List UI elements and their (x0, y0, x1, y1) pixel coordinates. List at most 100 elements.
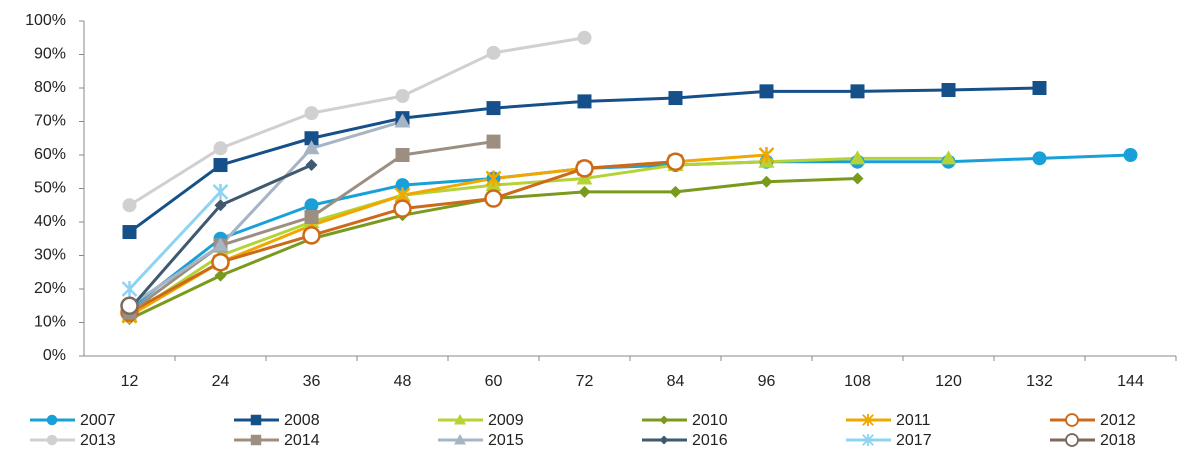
marker (486, 45, 501, 60)
y-tick-label: 20% (34, 280, 66, 297)
x-tick-label: 120 (935, 373, 962, 390)
marker (214, 269, 227, 282)
marker (211, 252, 230, 272)
x-tick-label: 72 (576, 373, 594, 390)
marker (213, 141, 228, 156)
legend-label: 2009 (488, 412, 524, 429)
marker (120, 296, 139, 315)
x-tick-label: 48 (394, 373, 412, 390)
y-tick-label: 30% (34, 247, 66, 264)
marker (577, 94, 592, 109)
marker (669, 185, 682, 198)
series-line (128, 120, 403, 308)
series-line (128, 190, 222, 291)
marker (213, 158, 228, 173)
x-tick-label: 108 (844, 373, 871, 390)
series-line (128, 156, 949, 318)
legend-label: 2017 (896, 432, 932, 449)
legend-marker (1065, 433, 1079, 447)
marker (666, 152, 685, 171)
legend-label: 2010 (692, 412, 728, 429)
marker (302, 226, 321, 245)
marker (1032, 81, 1047, 95)
marker (575, 159, 594, 178)
legend-label: 2014 (284, 432, 320, 449)
marker (578, 185, 591, 198)
legend-label: 2013 (80, 432, 116, 449)
y-tick-label: 40% (34, 213, 66, 230)
legend-label: 2015 (488, 432, 524, 449)
marker (941, 83, 956, 98)
legend-label: 2018 (1100, 432, 1136, 449)
marker (394, 113, 411, 128)
legend-marker (659, 415, 669, 425)
y-tick-label: 60% (34, 146, 66, 163)
legend-marker (46, 414, 58, 426)
legend-marker (250, 434, 262, 446)
legend-marker (862, 414, 874, 426)
marker (304, 131, 319, 146)
y-tick-label: 10% (34, 314, 66, 331)
x-tick-label: 60 (485, 373, 503, 390)
legend-label: 2011 (896, 412, 931, 429)
y-tick-label: 50% (34, 180, 66, 197)
y-tick-label: 100% (25, 12, 66, 29)
marker (1123, 148, 1138, 162)
x-tick-label: 144 (1117, 373, 1144, 390)
legend-label: 2012 (1100, 412, 1136, 429)
legend-label: 2008 (284, 412, 320, 429)
y-tick-label: 70% (34, 113, 66, 130)
legend-marker (46, 434, 58, 446)
legend-label: 2016 (692, 432, 728, 449)
legend-marker (862, 434, 874, 446)
legend-marker (454, 434, 466, 445)
marker (305, 159, 318, 172)
marker (395, 178, 410, 193)
marker (577, 30, 592, 45)
marker (395, 89, 410, 104)
series-line (128, 153, 1131, 311)
marker (212, 183, 229, 200)
marker (486, 101, 501, 116)
marker (485, 170, 502, 187)
marker (393, 199, 412, 218)
marker (214, 199, 227, 212)
legend-marker (659, 435, 669, 445)
x-tick-label: 96 (758, 373, 776, 390)
x-tick-label: 12 (121, 373, 139, 390)
legend-marker (250, 414, 262, 426)
x-tick-label: 132 (1026, 373, 1053, 390)
marker (484, 189, 503, 208)
marker (940, 150, 957, 165)
marker (760, 175, 773, 188)
marker (759, 84, 774, 99)
marker (668, 91, 683, 106)
marker (758, 147, 775, 163)
x-tick-label: 36 (303, 373, 321, 390)
series-line (128, 36, 585, 207)
marker (851, 172, 864, 185)
legend-marker (1065, 413, 1079, 427)
marker (212, 237, 229, 252)
marker (303, 140, 320, 155)
legend-marker (454, 414, 466, 425)
marker (122, 198, 137, 213)
legend-label: 2007 (80, 412, 116, 429)
marker (121, 281, 138, 297)
y-tick-label: 80% (34, 79, 66, 96)
marker (395, 148, 410, 162)
marker (304, 209, 319, 224)
marker (849, 150, 866, 165)
marker (1032, 151, 1047, 166)
marker (304, 106, 319, 121)
marker (486, 134, 501, 149)
x-tick-label: 24 (212, 373, 230, 390)
marker (850, 84, 865, 99)
x-tick-label: 84 (667, 373, 685, 390)
y-tick-label: 0% (43, 347, 66, 364)
marker (304, 198, 319, 213)
y-tick-label: 90% (34, 46, 66, 63)
marker (122, 225, 137, 240)
